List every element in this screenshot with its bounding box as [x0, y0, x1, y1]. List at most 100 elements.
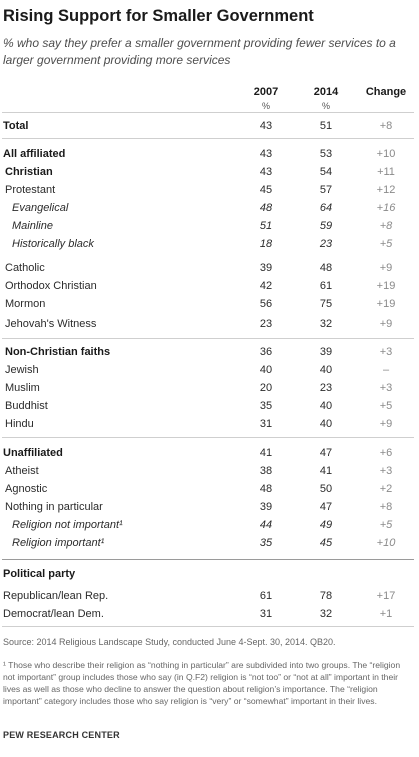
table-row: Mainline 51 59 +8	[0, 217, 419, 235]
value-2014: 45	[319, 537, 333, 549]
value-2007: 20	[259, 382, 273, 394]
value-2014: 39	[319, 346, 333, 358]
value-2014: 50	[319, 483, 333, 495]
value-change: +9	[379, 262, 393, 274]
value-2014: 41	[319, 465, 333, 477]
value-2007: 39	[259, 501, 273, 513]
chart-subtitle: % who say they prefer a smaller governme…	[3, 36, 396, 67]
table-row: Atheist 38 41 +3	[0, 462, 419, 480]
row-label: All affiliated	[3, 148, 66, 160]
value-2007: 48	[259, 202, 273, 214]
row-label: Religion not important¹	[12, 519, 123, 531]
row-label: Jewish	[5, 364, 39, 376]
value-2007: 35	[259, 537, 273, 549]
value-change: +6	[379, 447, 393, 459]
table-row: All affiliated 43 53 +10	[0, 145, 419, 163]
row-label: Muslim	[5, 382, 40, 394]
value-change: +3	[379, 382, 393, 394]
value-2014: 23	[319, 238, 333, 250]
row-label: Religion important¹	[12, 537, 105, 549]
value-2014: 40	[319, 364, 333, 376]
table-row: Unaffiliated 41 47 +6	[0, 444, 419, 462]
value-change: +8	[379, 220, 393, 232]
value-2007: 23	[259, 318, 273, 330]
value-2014: 75	[319, 298, 333, 310]
divider-line	[2, 559, 414, 560]
row-label: Mainline	[12, 220, 53, 232]
value-2007: 43	[259, 120, 273, 132]
value-2014: 53	[319, 148, 333, 160]
value-2014: 59	[319, 220, 333, 232]
value-change: +5	[379, 238, 393, 250]
table-row: Historically black 18 23 +5	[0, 235, 419, 253]
row-label: Republican/lean Rep.	[3, 590, 109, 602]
value-2007: 38	[259, 465, 273, 477]
value-change: +19	[376, 298, 396, 310]
row-label: Christian	[5, 166, 53, 178]
table-row: Christian 43 54 +11	[0, 163, 419, 181]
value-2014: 32	[319, 318, 333, 330]
footnote: ¹ Those who describe their religion as “…	[3, 660, 401, 706]
value-change: +11	[377, 166, 395, 178]
value-2007: 61	[259, 590, 273, 602]
value-2007: 44	[259, 519, 273, 531]
row-label: Political party	[3, 568, 76, 580]
row-label: Protestant	[5, 184, 56, 196]
value-2014: 40	[319, 418, 333, 430]
row-label: Catholic	[5, 262, 45, 274]
value-2007: 31	[259, 418, 273, 430]
table-row: Religion not important¹ 44 49 +5	[0, 516, 419, 534]
value-2007: 43	[259, 148, 273, 160]
value-2014: 49	[319, 519, 333, 531]
value-change: +9	[379, 418, 393, 430]
divider-line	[2, 138, 414, 139]
value-2007: 43	[259, 166, 273, 178]
row-label: Historically black	[12, 238, 94, 250]
value-2007: 48	[259, 483, 273, 495]
table-row: Agnostic 48 50 +2	[0, 480, 419, 498]
value-change: +8	[379, 501, 393, 513]
value-2014: 61	[319, 280, 333, 292]
value-change: +9	[379, 318, 393, 330]
row-label: Democrat/lean Dem.	[3, 608, 104, 620]
value-2014: 47	[319, 501, 333, 513]
value-2007: 31	[259, 608, 273, 620]
table-row: Republican/lean Rep. 61 78 +17	[0, 587, 419, 605]
table-row: Jewish 40 40 –	[0, 361, 419, 379]
row-label: Atheist	[5, 465, 39, 477]
table-row: Political party	[0, 565, 419, 583]
value-2007: 40	[259, 364, 273, 376]
row-label: Evangelical	[12, 202, 69, 214]
row-label: Buddhist	[5, 400, 48, 412]
value-2007: 45	[259, 184, 273, 196]
value-change: +17	[376, 590, 396, 602]
value-2007: 56	[259, 298, 273, 310]
column-header-change: Change	[365, 86, 407, 98]
table-row: Mormon 56 75 +19	[0, 295, 419, 313]
value-change: +10	[376, 148, 396, 160]
table-row: Nothing in particular 39 47 +8	[0, 498, 419, 516]
value-2007: 41	[259, 447, 273, 459]
value-change: +5	[379, 519, 393, 531]
value-2014: 51	[319, 120, 333, 132]
table-row: Total 43 51 +8	[0, 117, 419, 135]
divider-line	[2, 338, 414, 339]
value-change: +1	[379, 608, 393, 620]
row-label: Orthodox Christian	[5, 280, 97, 292]
value-change: –	[382, 364, 390, 376]
table-row: Buddhist 35 40 +5	[0, 397, 419, 415]
value-2014: 47	[319, 447, 333, 459]
table-row: Religion important¹ 35 45 +10	[0, 534, 419, 552]
table-row: Muslim 20 23 +3	[0, 379, 419, 397]
value-change: +12	[376, 184, 396, 196]
credit-line: PEW RESEARCH CENTER	[3, 730, 120, 740]
value-change: +8	[379, 120, 393, 132]
value-2014: 40	[319, 400, 333, 412]
table-row: Democrat/lean Dem. 31 32 +1	[0, 605, 419, 623]
value-2007: 18	[259, 238, 273, 250]
table-row: Non-Christian faiths 36 39 +3	[0, 343, 419, 361]
value-2014: 57	[319, 184, 333, 196]
value-change: +2	[379, 483, 393, 495]
divider-line	[2, 112, 414, 113]
